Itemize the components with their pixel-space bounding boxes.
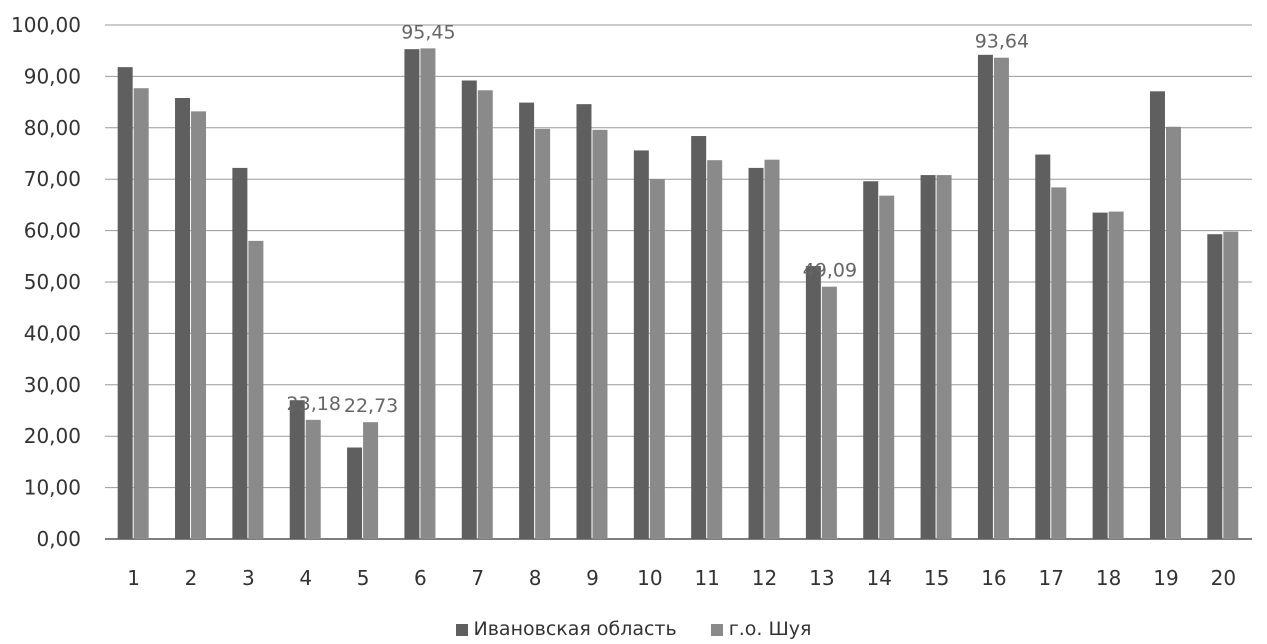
gridlines — [105, 24, 1252, 540]
bar-series-2 — [305, 419, 321, 539]
bar-series-1 — [920, 175, 936, 539]
bar-series-1 — [1035, 154, 1051, 539]
bar-series-2 — [879, 195, 895, 539]
bar-series-2 — [649, 179, 665, 539]
legend-item-series-2: г.о. Шуя — [710, 618, 812, 640]
x-tick-label: 16 — [981, 566, 1006, 590]
bar-series-1 — [461, 80, 477, 540]
y-tick-label: 50,00 — [24, 270, 81, 294]
bar-series-2 — [1223, 231, 1239, 540]
legend-label-series-1: Ивановская область — [473, 618, 677, 640]
data-label: 23,18 — [287, 393, 341, 415]
legend: Ивановская область г.о. Шуя — [0, 618, 1267, 640]
bar-series-1 — [404, 49, 420, 540]
bar-series-2 — [993, 57, 1009, 539]
bar-series-1 — [289, 400, 305, 539]
x-tick-label: 8 — [529, 566, 542, 590]
bar-series-2 — [1051, 187, 1067, 539]
bar-series-2 — [133, 88, 149, 540]
x-tick-label: 20 — [1211, 566, 1236, 590]
x-tick-label: 9 — [586, 566, 599, 590]
data-label: 95,45 — [401, 21, 455, 43]
x-tick-label: 3 — [242, 566, 255, 590]
bar-series-1 — [347, 447, 363, 539]
legend-swatch-series-1 — [455, 623, 468, 636]
y-tick-label: 20,00 — [24, 424, 81, 448]
bar-series-1 — [1149, 91, 1165, 539]
y-tick-label: 0,00 — [36, 527, 81, 551]
x-tick-label: 17 — [1039, 566, 1064, 590]
bar-series-2 — [592, 129, 608, 539]
x-tick-label: 11 — [694, 566, 719, 590]
bar-series-2 — [477, 90, 493, 539]
y-tick-label: 30,00 — [24, 373, 81, 397]
bar-series-1 — [576, 104, 592, 539]
bar-series-2 — [1108, 211, 1124, 539]
y-axis-ticks: 0,00 10,00 20,00 30,00 40,00 50,00 60,00 70,00 8… — [11, 13, 81, 551]
bar-series-1 — [175, 97, 191, 539]
y-tick-label: 70,00 — [24, 167, 81, 191]
bar-series-2 — [1165, 126, 1181, 539]
legend-swatch-series-2 — [710, 623, 723, 636]
bar-series-1 — [633, 150, 649, 539]
bar-series-2 — [363, 422, 379, 539]
x-tick-label: 14 — [866, 566, 891, 590]
bar-series-1 — [232, 167, 248, 539]
bar-series-2 — [707, 160, 723, 539]
y-tick-label: 40,00 — [24, 321, 81, 345]
y-tick-label: 90,00 — [24, 64, 81, 88]
bar-series-1 — [1207, 234, 1223, 539]
y-tick-label: 60,00 — [24, 219, 81, 243]
x-tick-label: 2 — [185, 566, 198, 590]
data-labels: 23,18 22,73 95,45 49,09 93,64 — [287, 21, 1030, 417]
bar-series-1 — [1092, 212, 1108, 540]
bar-series-1 — [117, 67, 133, 539]
x-tick-label: 10 — [637, 566, 662, 590]
bar-series-1 — [805, 266, 821, 539]
y-tick-label: 80,00 — [24, 116, 81, 140]
bar-series-2 — [191, 111, 207, 540]
bar-series-2 — [821, 286, 837, 539]
x-tick-label: 4 — [299, 566, 312, 590]
bar-series-2 — [420, 48, 436, 540]
bar-chart: 0,00 10,00 20,00 30,00 40,00 50,00 60,00 70,00 8… — [11, 13, 1252, 590]
bar-series-2 — [248, 240, 264, 539]
legend-item-series-1: Ивановская область — [455, 618, 677, 640]
data-label: 49,09 — [803, 260, 857, 282]
x-axis-ticks: 1 2 3 4 5 6 7 8 9 10 11 12 13 14 15 16 17 18 19 20 — [127, 566, 1236, 590]
bar-series-1 — [977, 54, 993, 539]
x-tick-label: 5 — [357, 566, 370, 590]
x-tick-label: 15 — [924, 566, 949, 590]
x-tick-label: 12 — [752, 566, 777, 590]
x-tick-label: 18 — [1096, 566, 1121, 590]
bar-series-2 — [535, 128, 551, 539]
x-tick-label: 13 — [809, 566, 834, 590]
bar-series-1 — [519, 102, 535, 539]
bar-series-2 — [764, 159, 780, 539]
bar-series-2 — [936, 175, 952, 539]
bar-series-1 — [748, 167, 764, 539]
y-tick-label: 100,00 — [11, 13, 81, 37]
bars — [117, 48, 1239, 540]
bar-series-1 — [691, 136, 707, 540]
x-tick-label: 7 — [471, 566, 484, 590]
data-label: 22,73 — [344, 395, 398, 417]
x-tick-label: 6 — [414, 566, 427, 590]
bar-series-1 — [863, 181, 879, 540]
data-label: 93,64 — [975, 31, 1029, 53]
y-tick-label: 10,00 — [24, 476, 81, 500]
x-tick-label: 1 — [127, 566, 140, 590]
x-tick-label: 19 — [1153, 566, 1178, 590]
legend-label-series-2: г.о. Шуя — [728, 618, 812, 640]
